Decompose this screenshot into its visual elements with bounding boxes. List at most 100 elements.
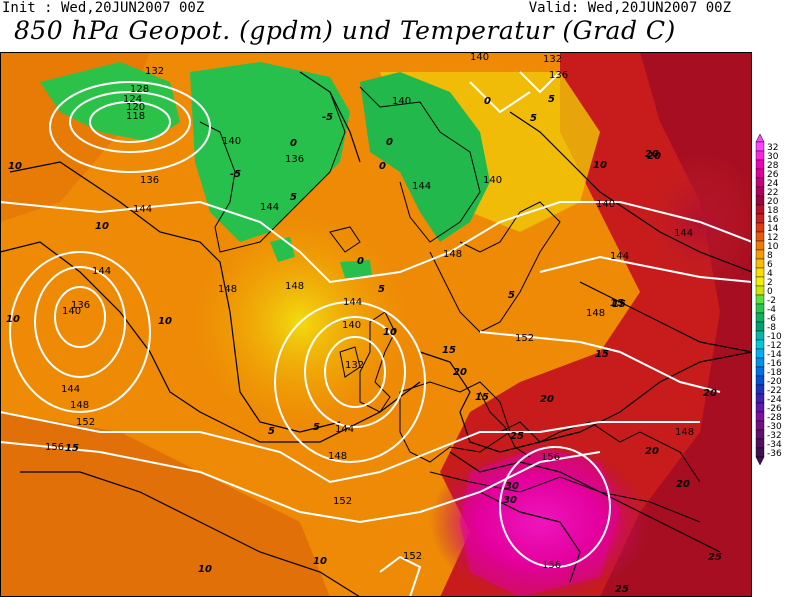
- geopotential-labels: 132 128 124 120 118 136 140 144 148 152 …: [45, 52, 694, 571]
- gz-label: 156: [542, 560, 561, 571]
- gz-label: 152: [403, 551, 422, 562]
- gz-label: 140: [342, 320, 361, 331]
- gz-label: 148: [285, 281, 304, 292]
- temp-label: 0: [379, 161, 386, 172]
- gz-label: 156: [541, 452, 560, 463]
- colorbar-top-arrow: [755, 133, 765, 143]
- temp-label: 0: [357, 256, 364, 267]
- colorbar-swatch: [755, 339, 765, 350]
- gz-label: 136: [285, 154, 304, 165]
- colorbar-swatches: [755, 133, 765, 466]
- gz-label: 132: [543, 54, 562, 65]
- init-time-label: Init : Wed,20JUN2007 00Z: [2, 0, 205, 16]
- temp-label: 15: [475, 392, 489, 403]
- colorbar-label: -20: [767, 377, 782, 387]
- valid-time-label: Valid: Wed,20JUN2007 00Z: [528, 0, 731, 16]
- colorbar-label: -36: [767, 449, 782, 459]
- colorbar-label: 20: [767, 197, 779, 207]
- colorbar-label: 24: [767, 179, 779, 189]
- gz-label: 140: [222, 136, 241, 147]
- colorbar-label: -12: [767, 341, 782, 351]
- temp-label: 5: [530, 113, 537, 124]
- temp-label: 0: [386, 137, 393, 148]
- colorbar-label: 32: [767, 143, 778, 153]
- gz-label: 118: [126, 111, 145, 122]
- temp-label: 5: [378, 284, 385, 295]
- temp-label: 30: [505, 481, 519, 492]
- colorbar-swatch: [755, 285, 765, 296]
- colorbar-swatch: [755, 321, 765, 332]
- colorbar-label: -6: [767, 314, 776, 324]
- colorbar-label: -4: [767, 305, 776, 315]
- colorbar-label: 22: [767, 188, 778, 198]
- colorbar-swatch: [755, 213, 765, 224]
- colorbar-swatch: [755, 294, 765, 305]
- colorbar-label: -22: [767, 386, 782, 396]
- colorbar-label: -14: [767, 350, 782, 360]
- temp-label: 10: [95, 221, 109, 232]
- gz-label: 144: [92, 266, 111, 277]
- temp-label: 10: [198, 564, 212, 575]
- colorbar-swatch: [755, 276, 765, 287]
- colorbar-swatch: [755, 438, 765, 449]
- temp-label: 5: [548, 94, 555, 105]
- colorbar-swatch: [755, 420, 765, 431]
- gz-label: 144: [133, 204, 152, 215]
- temp-label: 20: [540, 394, 554, 405]
- colorbar-swatch: [755, 195, 765, 206]
- colorbar-swatch: [755, 186, 765, 197]
- colorbar-swatch: [755, 429, 765, 440]
- colorbar-label: -8: [767, 323, 776, 333]
- colorbar-swatch: [755, 411, 765, 422]
- gz-label: 144: [335, 424, 354, 435]
- colorbar-swatch: [755, 141, 765, 152]
- temp-label: 0: [290, 138, 297, 149]
- colorbar-swatch: [755, 303, 765, 314]
- gz-label: 136: [140, 175, 159, 186]
- cold-area-small-2: [340, 260, 372, 278]
- colorbar-swatch: [755, 267, 765, 278]
- temp-label: 25: [615, 584, 629, 595]
- colorbar-swatch: [755, 204, 765, 215]
- colorbar-swatch: [755, 375, 765, 386]
- colorbar-label: 14: [767, 224, 779, 234]
- gz-label: 156: [45, 442, 64, 453]
- gz-label: 140: [470, 52, 489, 63]
- colorbar-label: 18: [767, 206, 779, 216]
- temp-zone-africa-core: [460, 447, 620, 597]
- gz-label: 140: [596, 199, 615, 210]
- temp-label: 15: [442, 345, 456, 356]
- colorbar-swatch: [755, 348, 765, 359]
- gz-label: 120: [126, 102, 145, 113]
- colorbar-swatch: [755, 168, 765, 179]
- colorbar-swatch: [755, 249, 765, 260]
- colorbar-swatch: [755, 240, 765, 251]
- colorbar-swatch: [755, 366, 765, 377]
- colorbar-labels: 32302826242220181614121086420-2-4-6-8-10…: [767, 143, 782, 459]
- temp-label: 5: [313, 422, 320, 433]
- temp-label: 25: [510, 431, 524, 442]
- temp-label: 20: [645, 149, 659, 160]
- colorbar-swatch: [755, 177, 765, 188]
- gz-label: 152: [515, 333, 534, 344]
- temp-label: 25: [708, 552, 722, 563]
- gz-label: 128: [130, 84, 149, 95]
- temp-label: 10: [6, 314, 20, 325]
- gz-label: 148: [586, 308, 605, 319]
- geopotential-contours: [0, 71, 752, 597]
- colorbar-label: 28: [767, 161, 779, 171]
- colorbar-swatch: [755, 402, 765, 413]
- temp-label: 10: [383, 327, 397, 338]
- colorbar-label: -18: [767, 368, 782, 378]
- temp-label: 20: [647, 151, 661, 162]
- colorbar-label: -28: [767, 413, 782, 423]
- gz-label: 136: [549, 70, 568, 81]
- colorbar-swatch: [755, 384, 765, 395]
- colorbar-swatch: [755, 393, 765, 404]
- colorbar-swatch: [755, 330, 765, 341]
- temp-label: 5: [508, 290, 515, 301]
- gz-label: 144: [260, 202, 279, 213]
- temp-label: 20: [703, 388, 717, 399]
- colorbar-label: 12: [767, 233, 778, 243]
- gz-label: 148: [443, 249, 462, 260]
